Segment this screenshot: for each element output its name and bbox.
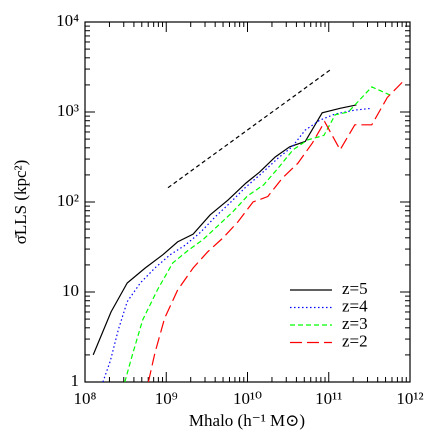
legend-label: z=4 [342, 296, 368, 315]
series-line [92, 104, 357, 356]
legend-label: z=5 [342, 279, 368, 298]
x-tick-label: 10¹⁰ [233, 389, 262, 408]
x-tick-label: 10¹² [396, 389, 423, 408]
y-tick-label: 10 [62, 281, 79, 300]
x-tick-label: 10⁹ [155, 389, 178, 408]
x-axis-label: Mhalo (h⁻¹ M⊙) [189, 411, 305, 430]
y-tick-label: 10² [57, 191, 79, 210]
x-tick-label: 10⁸ [74, 389, 97, 408]
y-axis-label: σ̄LLS (kpc²) [11, 160, 30, 245]
y-tick-label: 10⁴ [56, 11, 79, 30]
y-tick-label: 10³ [57, 101, 79, 120]
series-line [124, 86, 390, 382]
legend-label: z=2 [342, 331, 368, 350]
reference-line [167, 69, 331, 189]
series-line [102, 107, 372, 382]
legend-label: z=3 [342, 314, 368, 333]
series-line [147, 78, 406, 382]
y-tick-label: 1 [71, 371, 80, 390]
x-tick-label: 10¹¹ [315, 389, 342, 408]
